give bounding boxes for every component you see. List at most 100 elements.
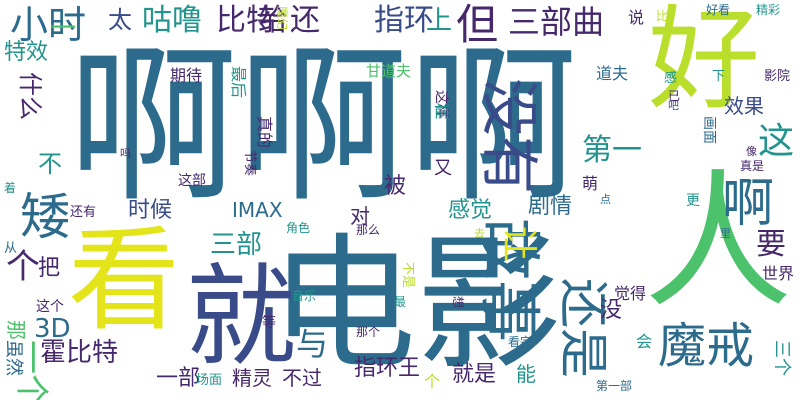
word-bite: 比特 bbox=[216, 3, 276, 38]
word-ge-lime: 个 bbox=[424, 372, 441, 391]
word-ai: 矮 bbox=[20, 188, 70, 246]
word-changmian: 场面 bbox=[196, 373, 223, 388]
word-yi: 已 bbox=[668, 89, 681, 103]
word-deng: 等 bbox=[262, 315, 276, 331]
word-kanwan: 看完 bbox=[508, 335, 533, 349]
word-sange: 三个 bbox=[771, 340, 792, 376]
word-cong: 从 bbox=[4, 241, 18, 256]
word-haishi: 还是 bbox=[554, 278, 612, 378]
word-bu: 不 bbox=[38, 150, 62, 178]
word-yingyuan: 影院 bbox=[764, 69, 791, 84]
word-yu: 与 bbox=[296, 325, 329, 363]
word-hao: 好 bbox=[648, 0, 760, 125]
word-meiyou: 没有 bbox=[475, 78, 543, 195]
word-you: 又 bbox=[434, 158, 452, 179]
word-xiaoshi: 小时 bbox=[10, 3, 87, 47]
word-zuihou: 最后 bbox=[229, 66, 248, 99]
word-jiushi: 就是 bbox=[452, 362, 497, 387]
word-shijie: 世界 bbox=[762, 264, 795, 283]
word-kan: 看 bbox=[68, 216, 180, 346]
word-na: 那 bbox=[4, 320, 28, 340]
word-zhebu: 这部 bbox=[178, 173, 206, 189]
word-buguo: 不过 bbox=[282, 366, 322, 390]
word-xiaoguo: 效果 bbox=[724, 94, 764, 118]
word-name: 那么 bbox=[356, 223, 381, 237]
word-ren: 人 bbox=[644, 156, 792, 328]
word-3d: 3D bbox=[34, 314, 71, 344]
word-jingcai: 精彩 bbox=[756, 3, 781, 17]
word-sanbu: 三部 bbox=[210, 230, 263, 260]
word-yi-top: 一 bbox=[50, 14, 77, 44]
word-suiran: 虽然 bbox=[3, 340, 24, 376]
word-baverb: 把 bbox=[38, 256, 61, 281]
word-yibu: 一部 bbox=[156, 366, 201, 391]
word-gan: 感 bbox=[664, 71, 678, 86]
word-gei: 给 bbox=[258, 3, 288, 38]
word-dan: 但 bbox=[456, 0, 499, 49]
word-aaa: 啊啊啊 bbox=[68, 28, 579, 226]
word-ge: 个 bbox=[6, 247, 40, 287]
word-zhende: 真的 bbox=[255, 116, 274, 149]
word-juese: 角色 bbox=[286, 221, 311, 235]
word-zhihuanwang: 指环王 bbox=[354, 356, 421, 381]
word-bei: 被 bbox=[384, 174, 407, 199]
word-dui: 对 bbox=[350, 204, 370, 228]
word-sanbuqu: 三部曲 bbox=[508, 3, 605, 41]
word-jiezou: 节奏 bbox=[242, 150, 257, 177]
word-zhe: 这 bbox=[758, 121, 795, 162]
word-rang: 让 bbox=[498, 226, 539, 263]
word-yao: 要 bbox=[756, 227, 786, 262]
word-ma: 吗 bbox=[120, 147, 131, 160]
word-dian: 点 bbox=[600, 193, 611, 206]
word-zhihuan: 指环 bbox=[374, 3, 434, 38]
word-haokan: 好看 bbox=[706, 3, 731, 17]
word-neng: 能 bbox=[516, 362, 536, 386]
word-daofu: 道夫 bbox=[596, 64, 629, 83]
word-jiu: 就 bbox=[186, 253, 296, 381]
word-juede: 觉得 bbox=[614, 284, 647, 303]
word-zui: 最 bbox=[394, 295, 407, 309]
word-ganjue: 感觉 bbox=[448, 198, 493, 223]
word-geng: 更 bbox=[686, 193, 700, 209]
word-zhe-particle: 着 bbox=[4, 181, 17, 195]
word-shang: 上 bbox=[426, 6, 453, 36]
word-bushi: 不是 bbox=[400, 262, 415, 289]
word-xia: 下 bbox=[712, 69, 726, 84]
word-xiang-think: 想 bbox=[451, 296, 465, 309]
word-a: 啊 bbox=[722, 174, 775, 234]
word-diyibu: 第一部 bbox=[596, 379, 633, 393]
word-jingling: 精灵 bbox=[232, 366, 272, 390]
word-shenme: 什么 bbox=[16, 72, 44, 120]
word-bi: 比 bbox=[656, 9, 669, 23]
word-tai: 太 bbox=[108, 6, 132, 34]
word-haiyou: 还有 bbox=[70, 205, 97, 220]
word-meng: 萌 bbox=[582, 174, 599, 193]
word-li: 里 bbox=[720, 227, 731, 240]
word-huamian: 画面 bbox=[701, 116, 717, 144]
word-gandaofu: 甘道夫 bbox=[366, 62, 412, 80]
word-mei: 没 bbox=[600, 298, 623, 323]
word-ba: 吧 bbox=[668, 99, 679, 112]
word-diyi: 第一 bbox=[582, 133, 642, 168]
word-shihou: 时候 bbox=[128, 198, 173, 223]
word-gulu: 咕噜 bbox=[142, 3, 202, 38]
word-nage: 那个 bbox=[356, 325, 381, 339]
word-mohuan: 魔幻 bbox=[275, 6, 289, 31]
word-xiang: 像 bbox=[746, 145, 757, 158]
word-qidai: 期待 bbox=[170, 66, 203, 85]
word-imax: IMAX bbox=[232, 198, 283, 222]
word-dianying: 电影 bbox=[270, 220, 562, 390]
word-yinyue: 音乐 bbox=[292, 289, 317, 303]
word-huan: 还 bbox=[290, 3, 320, 38]
word-qu: 去 bbox=[474, 227, 485, 240]
word-shuo: 说 bbox=[628, 8, 645, 27]
word-mojie: 魔戒 bbox=[658, 318, 755, 374]
word-qian: 前 bbox=[434, 102, 451, 121]
word-texiao: 特效 bbox=[4, 40, 49, 65]
word-hui: 会 bbox=[636, 332, 653, 351]
word-huobite: 霍比特 bbox=[40, 338, 119, 368]
word-zhege: 这个 bbox=[36, 299, 64, 315]
word-juqing: 剧情 bbox=[528, 194, 573, 219]
word-zhenshi: 真是 bbox=[740, 159, 765, 173]
